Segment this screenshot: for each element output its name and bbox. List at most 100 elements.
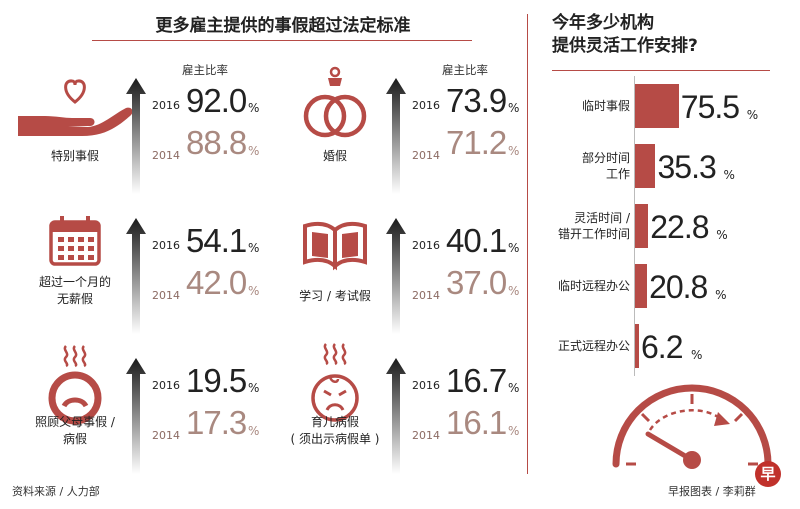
- leave-label-line-2: 病假: [62, 432, 87, 446]
- footer-source: 资料来源 / 人力部: [12, 485, 100, 498]
- percent-sign: %: [508, 424, 520, 438]
- right-chart-title: 今年多少机构 提供灵活工作安排?: [552, 12, 782, 58]
- increase-arrow-icon: [386, 78, 406, 194]
- value-2014: 16.1: [446, 404, 507, 441]
- percent-sign: %: [508, 101, 520, 115]
- leave-cell-child-sick: 育儿病假 ( 须出示病假单 ) 2016 16.7% 2014 16.1%: [270, 336, 525, 476]
- leave-cell-unpaid: 超过一个月的 无薪假 2016 54.1% 2014 42.0%: [10, 196, 265, 336]
- year-2014-label: 2014: [152, 429, 180, 442]
- bar-value-label: 35.3: [657, 149, 716, 185]
- value-2014: 71.2: [446, 124, 507, 161]
- value-2014: 17.3: [186, 404, 247, 441]
- year-2014-label: 2014: [412, 429, 440, 442]
- zaobao-logo: 早: [755, 461, 781, 487]
- value-2016: 19.5: [186, 362, 247, 399]
- percent-sign: %: [248, 144, 260, 158]
- bar-category-line-2: 错开工作时间: [557, 227, 630, 241]
- value-2016: 16.7: [446, 362, 507, 399]
- bar-category-line-1: 正式远程办公: [557, 339, 630, 353]
- bar-mark: [635, 204, 649, 248]
- value-2014: 37.0: [446, 264, 507, 301]
- bar-category-label: 灵活时间 / 错开工作时间: [534, 210, 630, 242]
- percent-sign: %: [248, 381, 260, 395]
- sick-baby-icon: [270, 336, 400, 426]
- bar-percent-sign: %: [691, 348, 703, 362]
- value-2016: 92.0: [186, 82, 247, 119]
- bar-category-line-1: 灵活时间 /: [574, 211, 630, 225]
- bar-axis-line: [634, 76, 635, 376]
- value-2016: 54.1: [186, 222, 247, 259]
- year-2014-label: 2014: [152, 149, 180, 162]
- value-2016: 40.1: [446, 222, 507, 259]
- bar-category-label: 部分时间工作: [534, 150, 630, 182]
- leave-label: 学习 / 考试假: [299, 289, 371, 303]
- bar-category-line-1: 部分时间: [581, 151, 630, 165]
- value-2014: 88.8: [186, 124, 247, 161]
- leave-label: 婚假: [322, 149, 347, 163]
- year-2014-label: 2014: [152, 289, 180, 302]
- bar-percent-sign: %: [715, 288, 727, 302]
- employer-ratio-label: 雇主比率: [182, 63, 228, 77]
- bar-category-label: 临时远程办公: [534, 278, 630, 294]
- percent-sign: %: [248, 241, 260, 255]
- right-title-rule: [552, 70, 770, 71]
- employer-ratio-label: 雇主比率: [442, 63, 488, 77]
- left-title-rule: [92, 40, 472, 41]
- percent-sign: %: [248, 284, 260, 298]
- percent-sign: %: [248, 101, 260, 115]
- right-title-line-1: 今年多少机构: [552, 13, 654, 33]
- value-2014: 42.0: [186, 264, 247, 301]
- bar-percent-sign: %: [723, 168, 735, 182]
- year-2016-label: 2016: [412, 99, 440, 112]
- leave-cell-parent-care: 照顾父母事假 / 病假 2016 19.5% 2014 17.3%: [10, 336, 265, 476]
- percent-sign: %: [508, 241, 520, 255]
- bar-mark: [635, 144, 656, 188]
- leave-cell-marriage: 婚假 雇主比率 2016 73.9% 2014 71.2%: [270, 56, 525, 196]
- increase-arrow-icon: [386, 218, 406, 334]
- bar-category-label: 正式远程办公: [534, 338, 630, 354]
- calendar-icon: [10, 196, 140, 286]
- leave-label-line-2: ( 须出示病假单 ): [290, 432, 380, 446]
- leave-cell-special: 特别事假 雇主比率 2016 92.0% 2014 88.8%: [10, 56, 265, 196]
- bar-category-label: 临时事假: [534, 98, 630, 114]
- right-title-line-2: 提供灵活工作安排?: [552, 36, 698, 56]
- left-chart-title: 更多雇主提供的事假超过法定标准: [155, 16, 411, 36]
- bar-value-label: 22.8: [650, 209, 709, 245]
- percent-sign: %: [508, 284, 520, 298]
- speedometer-icon: [604, 368, 780, 478]
- bar-mark: [635, 324, 639, 368]
- footer-credit: 早报图表 / 李莉群: [668, 485, 756, 498]
- bar-mark: [635, 84, 679, 128]
- bar-category-line-2: 工作: [605, 167, 630, 181]
- leave-label: 特别事假: [50, 149, 99, 163]
- panel-divider: [527, 14, 528, 474]
- leave-cell-study: 学习 / 考试假 2016 40.1% 2014 37.0%: [270, 196, 525, 336]
- increase-arrow-icon: [126, 358, 146, 474]
- sick-face-icon: [10, 336, 140, 426]
- year-2016-label: 2016: [152, 379, 180, 392]
- year-2016-label: 2016: [412, 239, 440, 252]
- year-2014-label: 2014: [412, 289, 440, 302]
- bar-percent-sign: %: [716, 228, 728, 242]
- bar-category-line-1: 临时远程办公: [557, 279, 630, 293]
- leave-label: 超过一个月的: [38, 275, 111, 289]
- percent-sign: %: [508, 381, 520, 395]
- bar-percent-sign: %: [746, 108, 759, 122]
- hand-heart-icon: [10, 56, 140, 146]
- year-2016-label: 2016: [152, 239, 180, 252]
- percent-sign: %: [248, 424, 260, 438]
- bar-value-label: 6.2: [641, 329, 683, 365]
- value-2016: 73.9: [446, 82, 507, 119]
- bar-mark: [635, 264, 648, 308]
- bar-value-label: 20.8: [649, 269, 708, 305]
- year-2016-label: 2016: [412, 379, 440, 392]
- open-book-icon: [270, 196, 400, 286]
- increase-arrow-icon: [126, 218, 146, 334]
- wedding-rings-icon: [270, 56, 400, 146]
- year-2014-label: 2014: [412, 149, 440, 162]
- percent-sign: %: [508, 144, 520, 158]
- bar-value-label: 75.5: [680, 89, 740, 125]
- increase-arrow-icon: [386, 358, 406, 474]
- leave-label: 育儿病假: [310, 415, 359, 429]
- increase-arrow-icon: [126, 78, 146, 194]
